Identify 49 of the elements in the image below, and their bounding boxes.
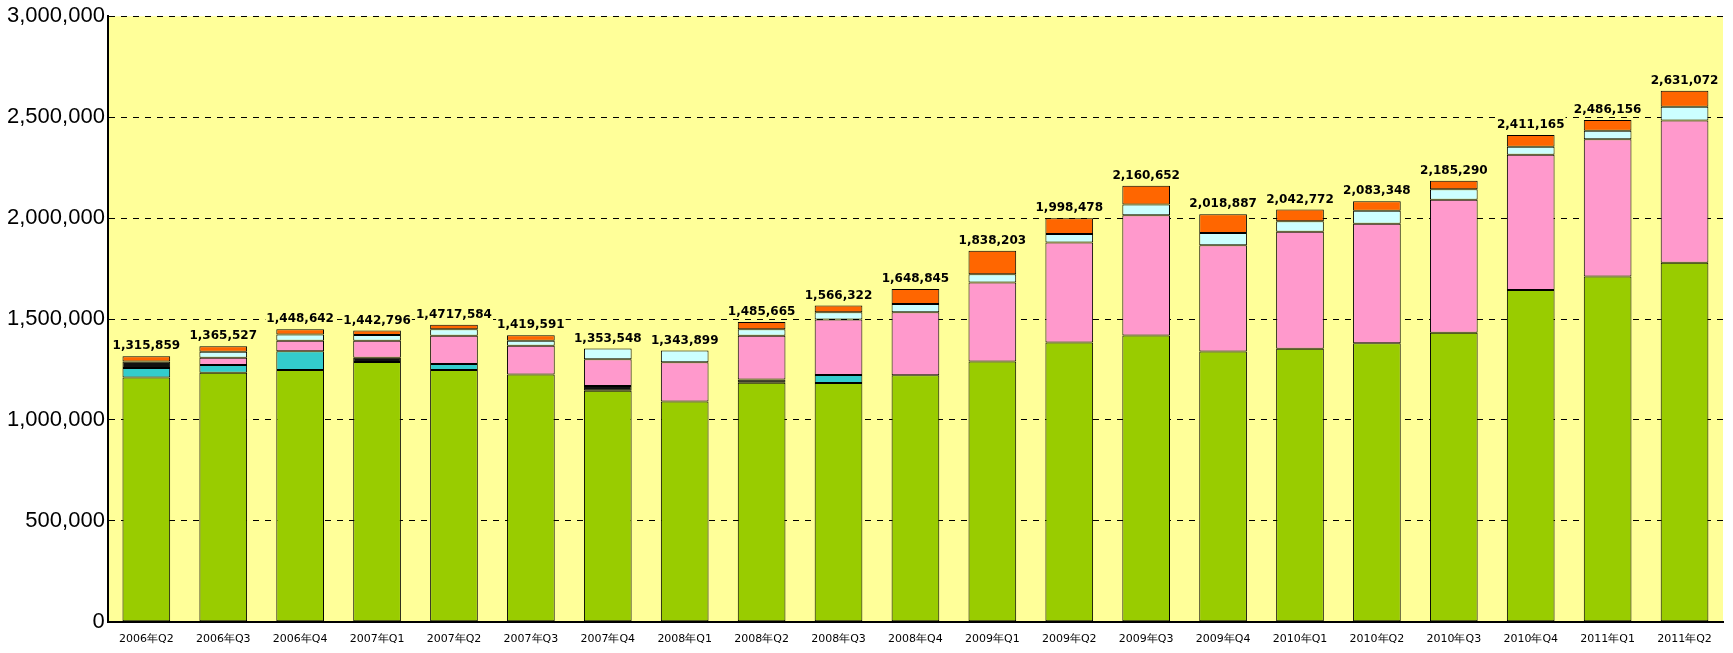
y-tick-label: 1,500,000 xyxy=(7,305,105,331)
x-tick-label: 2008年Q3 xyxy=(811,632,866,646)
x-tick-label: 2007年Q1 xyxy=(349,632,405,646)
total-label: 1,343,899 xyxy=(650,332,719,347)
x-tick-label: 2008年Q2 xyxy=(734,632,789,646)
total-label: 1,419,591 xyxy=(497,317,565,332)
total-label: 2,411,165 xyxy=(1496,117,1565,132)
x-tick-label: 2007年Q3 xyxy=(503,632,559,646)
x-tick-label: 2008年Q1 xyxy=(657,632,713,646)
total-label: 2,160,652 xyxy=(1112,167,1180,182)
y-tick-label: 3,000,000 xyxy=(7,2,105,28)
total-label: 1,315,859 xyxy=(112,338,181,353)
x-tick-label: 2009年Q3 xyxy=(1118,632,1174,646)
y-tick-label: 500,000 xyxy=(25,506,105,532)
x-tick-label: 2006年Q4 xyxy=(272,632,328,646)
y-tick-label: 0 xyxy=(92,607,105,633)
total-label: 1,998,478 xyxy=(1035,200,1104,215)
x-tick-label: 2008年Q4 xyxy=(888,632,943,646)
x-tick-label: 2006年Q2 xyxy=(119,632,174,646)
x-tick-label: 2010年Q2 xyxy=(1349,632,1405,646)
total-label: 2,631,072 xyxy=(1650,72,1719,87)
total-label: 1,353,548 xyxy=(574,330,642,345)
total-label: 1,648,845 xyxy=(881,271,950,286)
total-label: 1,4717,584 xyxy=(416,306,492,321)
total-label: 1,566,322 xyxy=(804,287,873,302)
x-tick-label: 2006年Q3 xyxy=(195,632,251,646)
x-tick-label: 2011年Q2 xyxy=(1657,632,1712,646)
total-label: 1,838,203 xyxy=(958,232,1027,247)
x-tick-label: 2009年Q1 xyxy=(965,632,1020,646)
x-tick-label: 2010年Q4 xyxy=(1503,632,1559,646)
total-label: 1,365,527 xyxy=(189,328,258,343)
x-tick-label: 2010年Q1 xyxy=(1272,632,1328,646)
total-label: 2,042,772 xyxy=(1266,191,1334,206)
y-tick-label: 2,000,000 xyxy=(7,204,105,230)
y-tick-label: 2,500,000 xyxy=(7,103,105,129)
x-tick-label: 2007年Q4 xyxy=(580,632,636,646)
total-label: 1,442,796 xyxy=(343,312,411,327)
x-tick-label: 2010年Q3 xyxy=(1426,632,1482,646)
total-label: 1,485,665 xyxy=(727,304,796,319)
total-label: 2,486,156 xyxy=(1573,102,1642,117)
y-tick-label: 1,000,000 xyxy=(7,406,105,431)
x-tick-label: 2011年Q1 xyxy=(1580,632,1635,646)
total-label: 2,083,348 xyxy=(1343,183,1411,198)
x-tick-label: 2007年Q2 xyxy=(426,632,482,646)
total-label: 2,018,887 xyxy=(1189,196,1257,211)
x-tick-label: 2009年Q4 xyxy=(1195,632,1251,646)
total-label: 2,185,290 xyxy=(1420,162,1488,177)
total-label: 1,448,642 xyxy=(266,311,334,326)
x-tick-label: 2009年Q2 xyxy=(1041,632,1097,646)
